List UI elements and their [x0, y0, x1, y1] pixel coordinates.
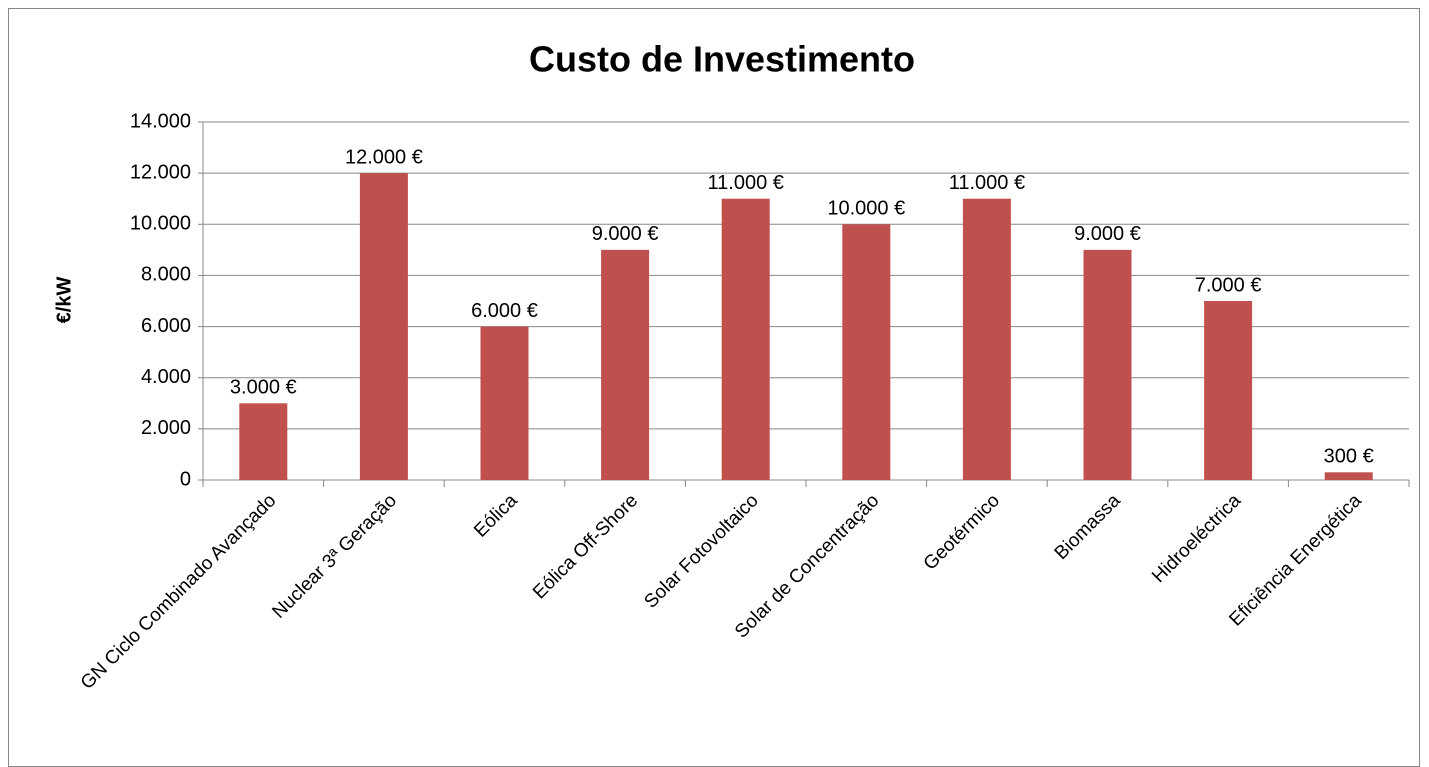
y-axis-label: €/kW [53, 277, 75, 324]
data-label: 11.000 € [708, 172, 784, 194]
bar [239, 403, 288, 480]
data-label: 10.000 € [827, 198, 905, 220]
bar [601, 249, 650, 480]
y-tick-label: 4.000 [141, 366, 191, 388]
data-label: 11.000 € [949, 172, 1025, 194]
y-tick-label: 14.000 [130, 110, 191, 132]
bar [1083, 249, 1132, 480]
bar [962, 198, 1011, 480]
chart-border [8, 8, 1420, 767]
data-label: 9.000 € [592, 223, 659, 245]
chart-title: Custo de Investimento [529, 39, 915, 80]
bar [1324, 472, 1373, 480]
data-label: 12.000 € [345, 146, 423, 168]
bar [359, 173, 408, 480]
y-tick-label: 12.000 [130, 161, 191, 183]
y-tick-label: 10.000 [130, 213, 191, 235]
data-label: 7.000 € [1195, 274, 1262, 296]
data-label: 9.000 € [1074, 223, 1141, 245]
y-tick-label: 0 [180, 468, 191, 490]
data-label: 3.000 € [230, 377, 297, 399]
y-tick-label: 6.000 [141, 315, 191, 337]
bar [480, 326, 529, 480]
y-tick-label: 8.000 [141, 264, 191, 286]
data-label: 6.000 € [471, 300, 538, 322]
bar [1204, 301, 1253, 480]
data-label: 300 € [1324, 446, 1374, 468]
bar [842, 224, 891, 480]
bar [721, 198, 770, 480]
y-tick-label: 2.000 [141, 417, 191, 439]
